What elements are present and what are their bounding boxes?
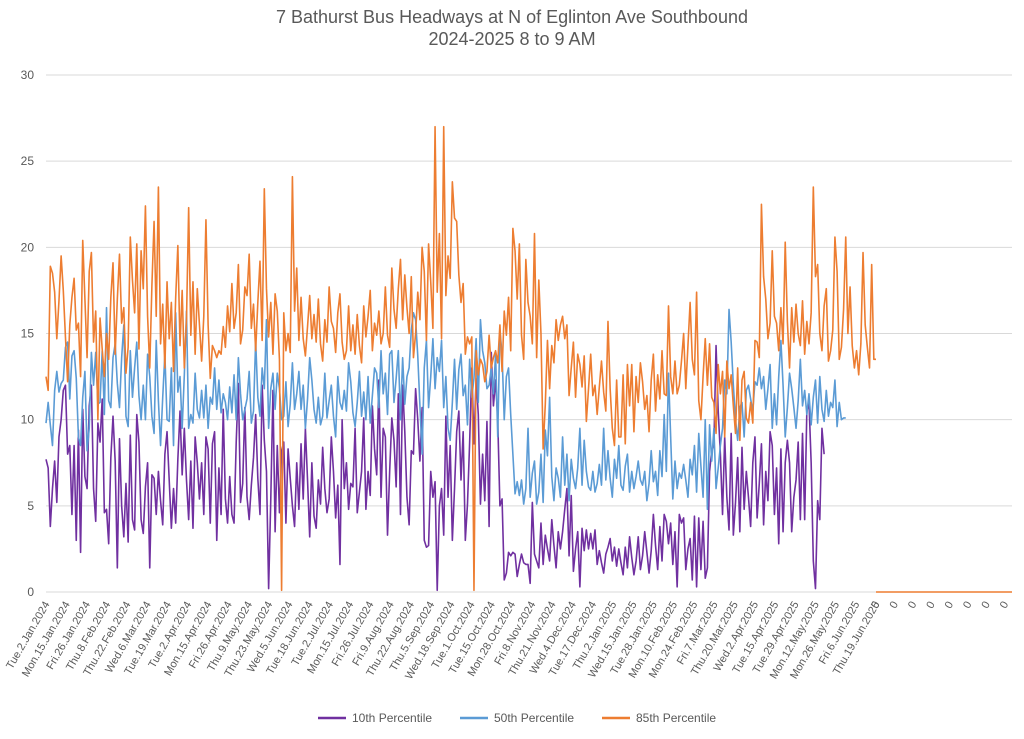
chart-title-line2: 2024-2025 8 to 9 AM	[428, 29, 596, 49]
x-tick-label: 0	[961, 600, 974, 611]
x-tick-label: 0	[943, 600, 956, 611]
legend-label: 10th Percentile	[352, 711, 432, 725]
x-tick-label: 0	[888, 600, 901, 611]
x-tick-label: 0	[924, 600, 937, 611]
x-tick-label: 0	[906, 600, 919, 611]
y-tick-label: 25	[21, 154, 35, 168]
x-tick-label: 0	[998, 600, 1011, 611]
chart-title: 7 Bathurst Bus Headways at N of Eglinton…	[0, 6, 1024, 50]
y-tick-label: 15	[21, 327, 35, 341]
legend-label: 85th Percentile	[636, 711, 716, 725]
y-tick-label: 5	[27, 499, 34, 513]
series-line-1	[45, 306, 846, 511]
x-tick-label: 0	[869, 600, 882, 611]
y-tick-label: 10	[21, 413, 35, 427]
y-tick-label: 20	[21, 240, 35, 254]
y-tick-label: 0	[27, 585, 34, 599]
series-line-0	[45, 344, 825, 592]
x-tick-label: 0	[979, 600, 992, 611]
series-line-2	[45, 125, 876, 592]
chart-title-line1: 7 Bathurst Bus Headways at N of Eglinton…	[276, 7, 748, 27]
y-tick-label: 30	[21, 68, 35, 82]
legend-label: 50th Percentile	[494, 711, 574, 725]
